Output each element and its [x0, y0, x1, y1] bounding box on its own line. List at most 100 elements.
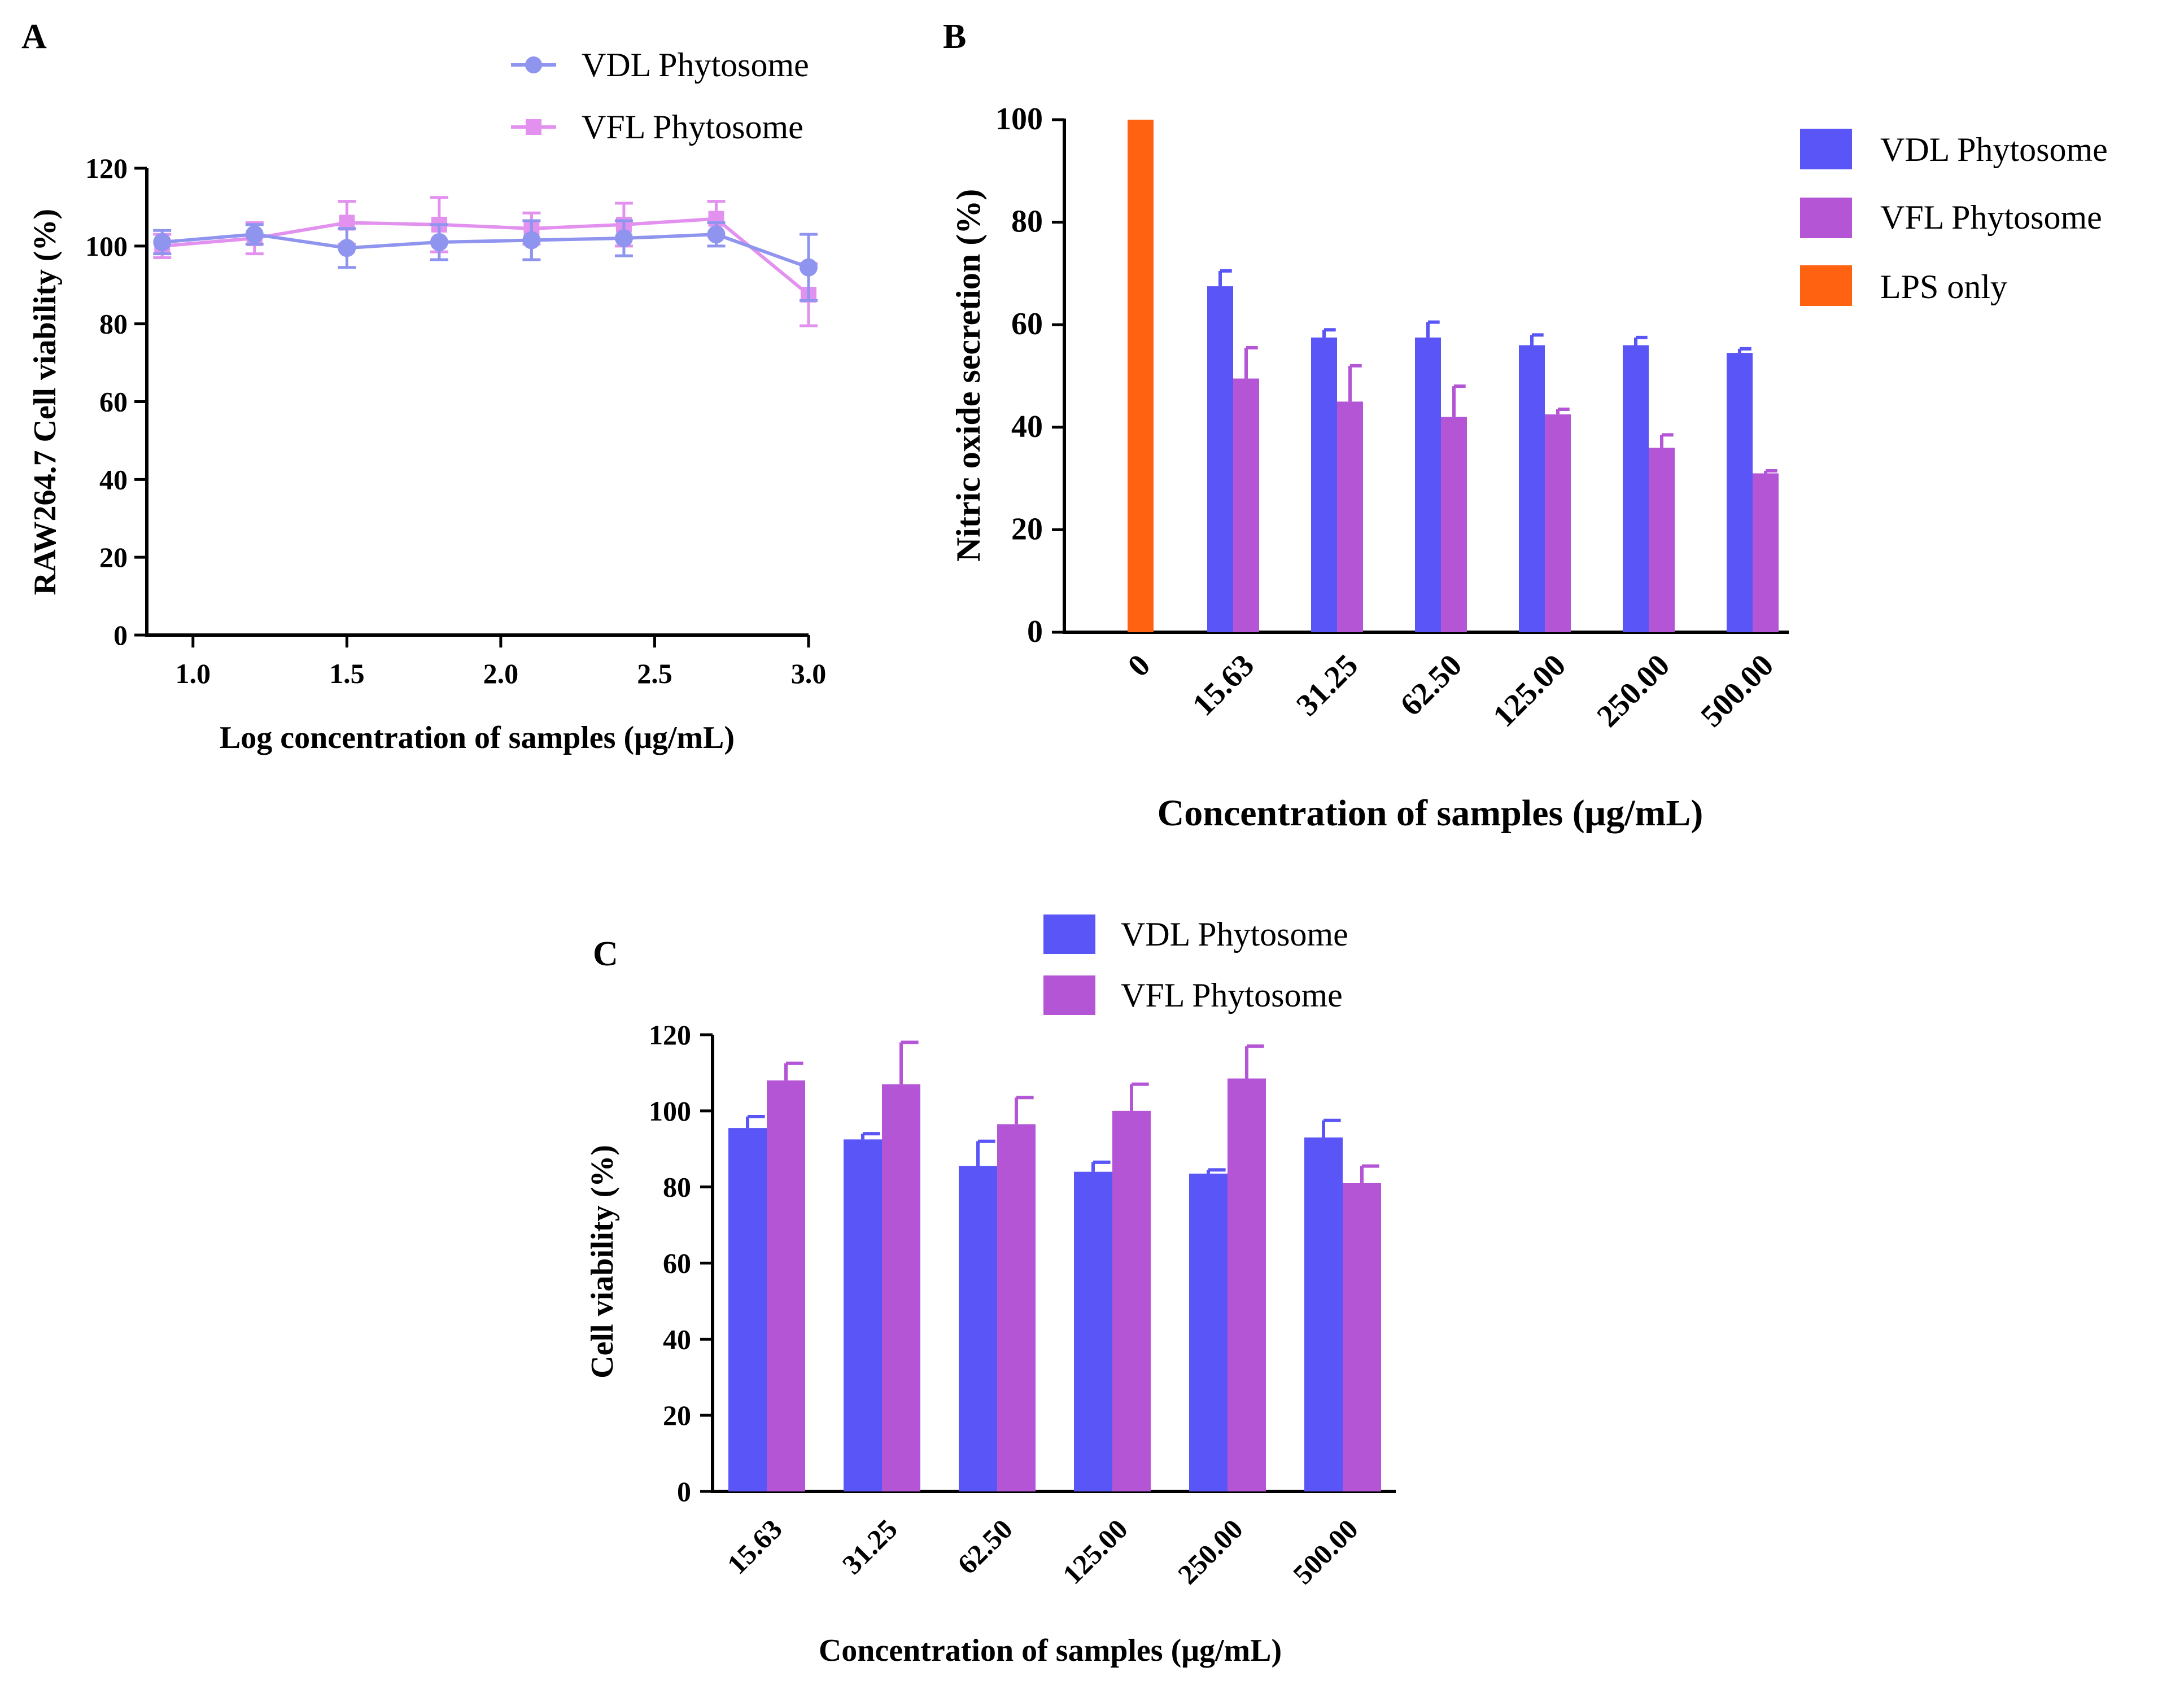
legend-label-lps: LPS only [1880, 268, 2007, 305]
panel-c-x-axis-title: Concentration of samples (μg/mL) [819, 1633, 1282, 1668]
bar-vdl [1415, 337, 1441, 632]
panel-b-y-ticks: 0 20 40 60 80 100 [995, 102, 1064, 649]
panel-a-y-ticks: 0 20 40 60 80 100 120 [85, 152, 147, 651]
legend-item-vfl: VFL Phytosome [1800, 198, 2102, 238]
y-tick-label: 80 [1011, 204, 1043, 239]
x-tick-label: 250.00 [1590, 647, 1676, 734]
bar-vdl [1207, 286, 1233, 633]
legend-label-vdl: VDL Phytosome [1121, 916, 1348, 953]
y-tick-label: 0 [677, 1476, 691, 1507]
panel-c-bars [728, 1040, 1381, 1491]
x-tick-label: 125.00 [1056, 1513, 1134, 1590]
bar-vdl [844, 1139, 882, 1491]
bar-vfl [1753, 473, 1779, 632]
y-tick-label: 120 [85, 152, 128, 184]
panel-b-x-axis-title: Concentration of samples (μg/mL) [1157, 793, 1703, 834]
legend-item-lps: LPS only [1800, 265, 2007, 306]
bar-vdl [1623, 345, 1649, 632]
x-tick-label: 3.0 [791, 658, 827, 689]
legend-item-vdl: VDL Phytosome [511, 46, 809, 84]
data-point [522, 231, 541, 250]
panel-a-y-axis-title: RAW264.7 Cell viability (%) [28, 209, 63, 595]
x-tick-label: 250.00 [1172, 1513, 1249, 1590]
x-tick-label: 62.50 [1394, 647, 1469, 723]
legend-swatch-vdl [1800, 129, 1852, 169]
legend-swatch-lps [1800, 265, 1852, 306]
x-tick-label: 0 [1121, 647, 1157, 684]
legend-label-vdl: VDL Phytosome [1880, 131, 2108, 168]
bar-vfl [1649, 448, 1675, 632]
x-tick-label: 15.63 [1186, 647, 1261, 723]
series-line [162, 233, 810, 269]
legend-label-vfl: VFL Phytosome [582, 108, 803, 146]
y-tick-label: 20 [99, 541, 128, 573]
panel-c-y-axis-title: Cell viability (%) [585, 1145, 620, 1379]
x-tick-label: 1.5 [329, 658, 365, 689]
legend-label-vfl: VFL Phytosome [1880, 199, 2102, 236]
data-point [430, 233, 448, 251]
x-tick-label: 500.00 [1694, 647, 1780, 734]
legend-item-vdl: VDL Phytosome [1043, 914, 1348, 954]
panel-b-x-ticks: 0 15.63 31.25 62.50 125.00 250.00 500.00 [1121, 647, 1781, 734]
y-tick-label: 100 [995, 102, 1043, 137]
data-point [338, 239, 356, 257]
panel-b-letter: B [943, 17, 966, 56]
x-tick-label: 31.25 [836, 1513, 903, 1580]
x-tick-label: 2.5 [637, 658, 672, 689]
y-tick-label: 0 [1027, 614, 1043, 649]
data-point [800, 258, 818, 277]
x-tick-label: 31.25 [1290, 647, 1365, 723]
y-tick-label: 40 [663, 1323, 691, 1355]
bar-vfl [1337, 401, 1363, 632]
legend-item-vfl: VFL Phytosome [1043, 975, 1343, 1015]
y-tick-label: 100 [649, 1095, 691, 1127]
bar-vdl [959, 1166, 997, 1491]
bar-vdl [1311, 337, 1337, 632]
panel-a-letter: A [21, 17, 47, 56]
data-point [707, 225, 726, 244]
panel-a-x-axis-title: Log concentration of samples (μg/mL) [220, 720, 735, 755]
x-tick-label: 1.0 [176, 658, 211, 689]
panel-a-series [153, 196, 818, 327]
legend-marker-vfl [526, 119, 541, 135]
bar-vfl [1112, 1110, 1151, 1491]
panel-c-x-ticks: 15.63 31.25 62.50 125.00 250.00 500.00 [721, 1513, 1364, 1590]
legend-label-vfl: VFL Phytosome [1121, 977, 1343, 1014]
bar-lps [1128, 120, 1154, 632]
legend-item-vfl: VFL Phytosome [511, 108, 803, 146]
bar-vdl [1519, 345, 1545, 632]
bar-vdl [728, 1128, 767, 1491]
legend-item-vdl: VDL Phytosome [1800, 129, 2108, 169]
panel-a-legend: VDL Phytosome VFL Phytosome [511, 46, 809, 146]
y-tick-label: 0 [113, 619, 128, 651]
y-tick-label: 40 [1011, 409, 1043, 444]
y-tick-label: 60 [99, 386, 128, 418]
bar-vdl [1727, 353, 1753, 632]
y-tick-label: 60 [1011, 307, 1043, 342]
panel-b-legend: VDL Phytosome VFL Phytosome LPS only [1800, 129, 2108, 306]
series-vdl [153, 219, 818, 302]
y-tick-label: 20 [663, 1399, 691, 1431]
bar-vfl [1233, 378, 1259, 632]
legend-swatch-vfl [1800, 198, 1852, 238]
legend-label-vdl: VDL Phytosome [582, 46, 809, 84]
bar-vfl [1441, 417, 1467, 632]
panel-b-bars [1128, 120, 1779, 633]
bar-vfl [1545, 414, 1571, 632]
bar-vfl [1343, 1183, 1381, 1491]
panel-b-bar-chart: B VDL Phytosome VFL Phytosome LPS only 0… [943, 17, 2108, 834]
y-tick-label: 20 [1011, 511, 1043, 546]
x-tick-label: 2.0 [483, 658, 519, 689]
x-tick-label: 125.00 [1486, 647, 1573, 734]
data-point [614, 229, 633, 248]
y-tick-label: 60 [663, 1248, 691, 1279]
panel-c-legend: VDL Phytosome VFL Phytosome [1043, 914, 1348, 1015]
bar-vfl [767, 1080, 805, 1491]
data-point [153, 233, 172, 251]
x-tick-label: 500.00 [1287, 1513, 1364, 1590]
y-tick-label: 100 [85, 230, 128, 262]
bar-vdl [1074, 1171, 1112, 1491]
panel-c-bar-chart: C VDL Phytosome VFL Phytosome 0 20 40 60 80 1… [585, 914, 1396, 1668]
panel-b-y-axis-title: Nitric oxide secretion (%) [950, 189, 987, 562]
